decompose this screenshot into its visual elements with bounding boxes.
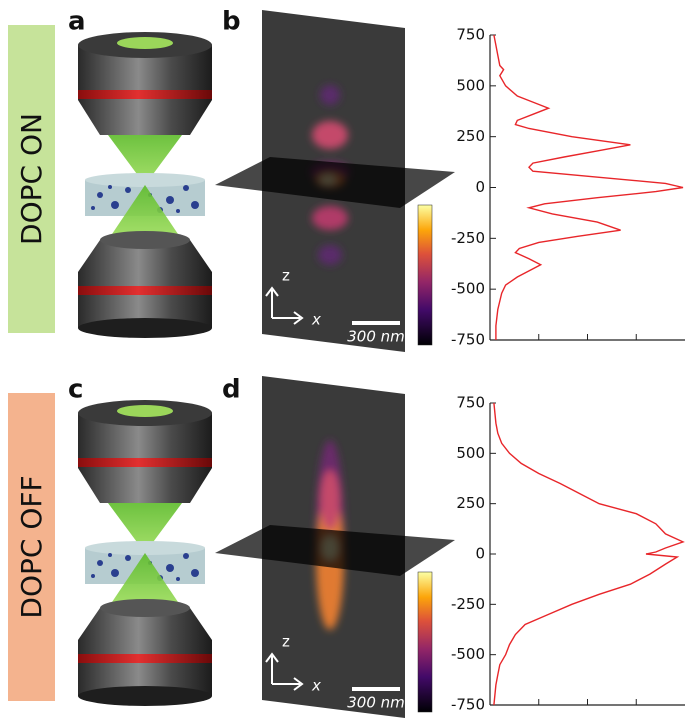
- condition-label: DOPC ON: [15, 113, 48, 245]
- panel-label: b: [222, 7, 241, 37]
- condition-label: DOPC OFF: [15, 475, 48, 618]
- objective-illustration: [78, 400, 212, 706]
- psf-image: 300 nm z x: [215, 376, 455, 718]
- psf-image: 300 nm z x: [215, 10, 455, 352]
- axis-label: z: [282, 267, 290, 285]
- scale-bar-label: 300 nm: [347, 328, 405, 346]
- scale-bar-label: 300 nm: [347, 694, 405, 712]
- axis-label: z: [282, 633, 290, 651]
- y-tick-label: 750: [456, 394, 485, 412]
- y-tick-label: 500: [456, 444, 485, 462]
- y-tick-label: 250: [456, 127, 485, 145]
- y-tick-label: -250: [451, 229, 485, 247]
- condition-band: [8, 25, 55, 333]
- profile-line: [493, 402, 685, 706]
- panel-label: a: [68, 7, 86, 37]
- condition-band: [8, 393, 55, 701]
- y-tick-label: -750: [451, 696, 485, 714]
- profile-line: [493, 34, 684, 340]
- objective-illustration: [78, 32, 212, 338]
- y-tick-label: -750: [451, 331, 485, 349]
- axis-label: x: [311, 677, 321, 695]
- y-tick-label: -250: [451, 595, 485, 613]
- y-tick-label: 0: [475, 178, 485, 196]
- panel-label: d: [222, 375, 241, 405]
- panel-label: c: [68, 375, 83, 405]
- y-tick-label: 500: [456, 76, 485, 94]
- y-tick-label: -500: [451, 645, 485, 663]
- y-tick-label: 750: [456, 26, 485, 44]
- y-tick-label: 0: [475, 545, 485, 563]
- y-tick-label: -500: [451, 280, 485, 298]
- axis-label: x: [311, 311, 321, 329]
- y-tick-label: 250: [456, 494, 485, 512]
